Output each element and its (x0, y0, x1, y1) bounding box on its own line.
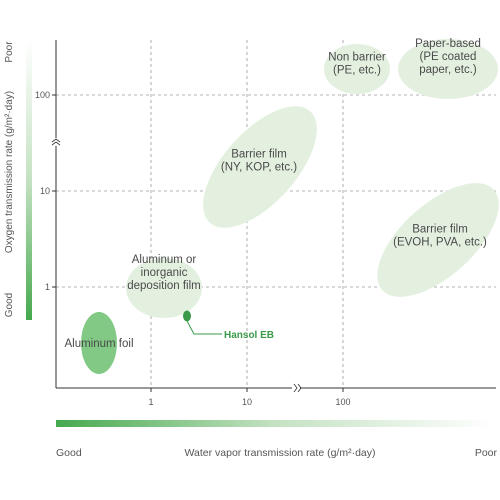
y-tick-label-10: 10 (40, 186, 50, 196)
x-tick-label-1: 1 (148, 397, 153, 407)
region-label-line: Barrier film (412, 224, 468, 236)
y-poor-label: Poor (4, 41, 15, 63)
hansol-eb-callout: Hansol EB (183, 310, 274, 341)
axes (52, 40, 496, 392)
regions: Aluminum foil Aluminum or inorganic deposit… (64, 38, 499, 374)
hansol-eb-marker (183, 310, 191, 322)
region-label-line: (PE, etc.) (333, 65, 381, 77)
region-label-line: paper, etc.) (419, 64, 477, 76)
region-aluminum-foil (81, 312, 117, 374)
y-axis-break (51, 138, 61, 146)
hansol-eb-label: Hansol EB (224, 330, 274, 341)
y-axis-label: Oxygen transmission rate (g/m²·day) (4, 91, 15, 253)
region-label-line: (PE coated (420, 51, 477, 63)
y-good-label: Good (4, 293, 15, 317)
y-tick-label-100: 100 (35, 90, 50, 100)
region-label-aluminum-foil: Aluminum foil (64, 338, 133, 350)
region-label-line: (EVOH, PVA, etc.) (393, 237, 487, 249)
region-paper-based (398, 39, 498, 99)
region-non-barrier (324, 44, 390, 94)
region-barrier-film-ny (203, 106, 317, 228)
region-label-barrier-film-ny: Barrier film (NY, KOP, etc.) (221, 149, 297, 174)
region-label-line: inorganic (141, 267, 188, 279)
x-good-label: Good (56, 447, 82, 459)
region-label-barrier-film-evoh: Barrier film (EVOH, PVA, etc.) (393, 224, 487, 249)
x-tick-label-100: 100 (335, 397, 350, 407)
y-gradient-bar (26, 40, 32, 320)
region-aluminum-deposition (126, 258, 202, 318)
region-label-line: deposition film (127, 280, 201, 292)
region-label-non-barrier: Non barrier (PE, etc.) (328, 52, 386, 77)
x-poor-label: Poor (475, 447, 498, 459)
region-label-aluminum-deposition: Aluminum or inorganic deposition film (127, 254, 201, 292)
x-tick-label-10: 10 (242, 397, 252, 407)
region-label-paper-based: Paper-based (PE coated paper, etc.) (415, 38, 481, 76)
region-label-line: Paper-based (415, 38, 481, 50)
region-label-line: Aluminum foil (64, 338, 133, 350)
region-label-line: Barrier film (231, 149, 287, 161)
x-axis-break (292, 383, 302, 393)
y-tick-label-1: 1 (45, 282, 50, 292)
region-label-line: (NY, KOP, etc.) (221, 162, 297, 174)
hansol-eb-leader (186, 320, 222, 335)
x-gradient-bar (56, 420, 496, 427)
x-axis-label: Water vapor transmission rate (g/m²·day) (185, 447, 376, 459)
region-barrier-film-evoh (377, 183, 499, 297)
region-label-line: Non barrier (328, 52, 386, 64)
region-label-line: Aluminum or (132, 254, 197, 266)
